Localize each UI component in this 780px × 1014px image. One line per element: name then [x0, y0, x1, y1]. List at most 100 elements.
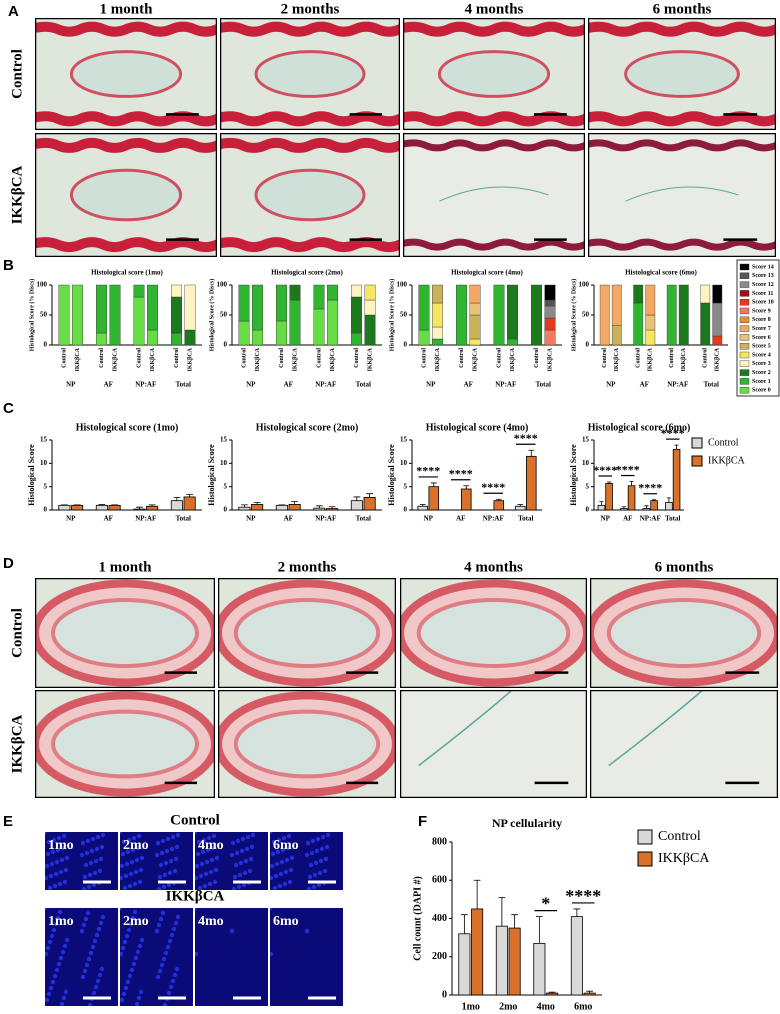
nucleus	[120, 851, 126, 857]
legend-swatch	[739, 290, 750, 297]
group-label: NP:AF	[135, 381, 156, 389]
panel-label: E	[3, 813, 13, 830]
group-label: NP	[246, 381, 256, 389]
bar-segment	[645, 329, 656, 346]
error-bar	[511, 914, 518, 929]
nucleus	[59, 857, 65, 863]
nucleus-pulposus	[51, 598, 199, 668]
nucleus	[99, 966, 105, 972]
significance: ****	[481, 480, 505, 494]
error-bar	[366, 493, 373, 498]
dapi-image: 2mo	[120, 908, 193, 1006]
nucleus	[46, 991, 52, 997]
legend-swatch	[691, 437, 703, 449]
column-title: 2 months	[281, 1, 340, 17]
chart-title: Histological score (4mo)	[426, 422, 529, 433]
bar-segment	[493, 284, 505, 346]
error-bar	[621, 506, 626, 509]
error-bar	[644, 505, 649, 509]
nucleus	[158, 862, 164, 868]
x-tick-label: Control	[354, 348, 360, 368]
bar-segment	[364, 314, 376, 346]
bar-segment	[351, 332, 362, 346]
x-tick-label: IKKβCA	[292, 347, 298, 371]
image-label: 2mo	[123, 838, 149, 853]
micrograph	[590, 578, 778, 688]
nucleus	[84, 962, 90, 968]
nucleus-pulposus	[254, 50, 366, 98]
nucleus	[211, 833, 217, 839]
bar-segment	[469, 314, 481, 340]
nucleus	[139, 855, 145, 861]
x-tick-label: Control	[241, 348, 247, 368]
y-tick-label: 0	[224, 341, 228, 349]
bar-segment	[72, 284, 83, 346]
x-tick-label: AF	[456, 515, 465, 523]
image-label: 1mo	[48, 914, 74, 929]
y-tick-label: 50	[400, 311, 408, 319]
nucleus	[136, 995, 142, 1001]
nucleus	[212, 879, 218, 885]
legend-swatch	[739, 316, 750, 323]
nucleus	[308, 862, 314, 868]
error-bar	[316, 505, 323, 509]
bar-segment	[276, 284, 287, 322]
bar-segment	[469, 338, 481, 346]
nucleus	[234, 850, 240, 856]
x-tick-label: Control	[534, 348, 540, 368]
image-border	[403, 18, 585, 130]
bar-segment	[351, 296, 362, 334]
y-tick-label: 10	[220, 459, 228, 467]
nucleus	[123, 985, 129, 991]
nucleus	[317, 870, 323, 876]
legend-label: Score 8	[752, 317, 771, 323]
dapi-image: 2mo	[120, 832, 193, 890]
nucleus	[98, 920, 104, 926]
column-title: 6 months	[655, 559, 714, 575]
bar-segment	[364, 299, 376, 316]
y-tick-label: 0	[404, 341, 408, 349]
nucleus	[198, 873, 204, 879]
bar	[458, 933, 471, 996]
nucleus	[320, 834, 326, 840]
nucleus	[304, 852, 310, 858]
nucleus	[208, 869, 214, 875]
nucleus	[131, 835, 137, 841]
nucleus	[60, 845, 66, 851]
nucleus	[94, 846, 100, 852]
nucleus	[48, 985, 54, 991]
nucleus	[52, 883, 58, 889]
bar	[108, 504, 121, 511]
nucleus	[207, 881, 213, 887]
bar-segment	[418, 284, 430, 331]
x-tick-label: IKKβCA	[330, 347, 336, 371]
bar	[146, 505, 159, 511]
nucleus	[87, 1002, 93, 1006]
cartilage-band	[220, 237, 400, 253]
nucleus	[158, 916, 164, 922]
nucleus	[90, 836, 96, 842]
x-tick-label: Control	[136, 348, 142, 368]
cartilage-band	[35, 137, 217, 153]
nucleus-pulposus	[416, 598, 571, 668]
micrograph	[400, 690, 587, 798]
nucleus	[156, 922, 162, 928]
nucleus	[154, 928, 160, 934]
nucleus	[130, 847, 136, 853]
nucleus	[139, 937, 145, 943]
y-tick-label: 200	[432, 951, 447, 962]
group-label: AF	[284, 381, 293, 389]
nucleus	[122, 939, 128, 945]
group-label: Total	[704, 381, 719, 389]
nucleus	[51, 837, 57, 843]
x-tick-label: Total	[176, 515, 191, 523]
image-label: 1mo	[48, 838, 74, 853]
nucleus-pulposus	[254, 168, 366, 222]
bar	[620, 508, 628, 511]
nucleus	[125, 979, 131, 985]
nucleus	[161, 956, 167, 962]
error-bar	[136, 506, 143, 510]
nucleus	[90, 944, 96, 950]
y-tick-label: 400	[432, 913, 447, 924]
y-tick-label: 10	[40, 459, 48, 467]
